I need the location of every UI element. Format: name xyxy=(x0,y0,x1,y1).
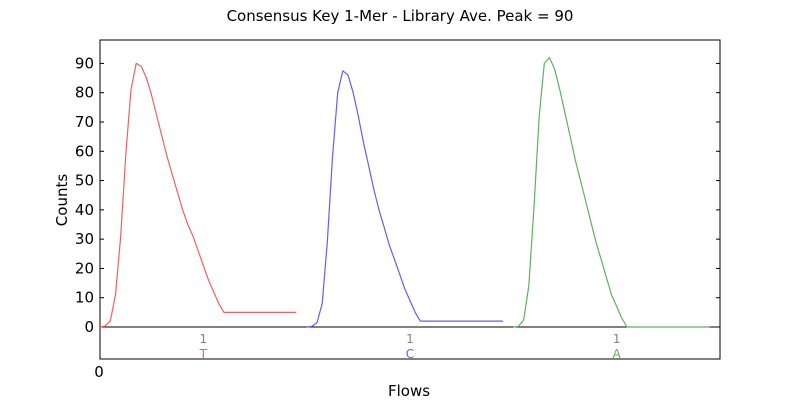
series-line-c xyxy=(306,70,503,328)
flow-base-label: A xyxy=(613,347,622,361)
flow-count-label: 1 xyxy=(200,332,208,346)
y-tick-label: 50 xyxy=(75,172,94,190)
plot-frame xyxy=(99,39,721,360)
y-tick-label: 10 xyxy=(75,289,94,307)
x-tick-label: 0 xyxy=(94,363,104,381)
y-tick-label: 0 xyxy=(84,318,94,336)
series-line-t xyxy=(99,62,297,328)
flow-count-label: 1 xyxy=(406,332,414,346)
y-tick-label: 80 xyxy=(75,84,94,102)
y-tick-label: 70 xyxy=(75,113,94,131)
y-tick-label: 90 xyxy=(75,54,94,72)
flow-base-label: T xyxy=(199,347,208,361)
flow-base-label: C xyxy=(406,347,414,361)
y-tick-label: 40 xyxy=(75,201,94,219)
flow-count-label: 1 xyxy=(613,332,621,346)
chart-title: Consensus Key 1-Mer - Library Ave. Peak … xyxy=(227,7,574,25)
y-axis-label: Counts xyxy=(53,174,71,227)
y-tick-label: 20 xyxy=(75,259,94,277)
y-tick-label: 30 xyxy=(75,230,94,248)
x-axis-label: Flows xyxy=(388,382,430,400)
series-line-a xyxy=(513,56,710,328)
y-tick-label: 60 xyxy=(75,142,94,160)
